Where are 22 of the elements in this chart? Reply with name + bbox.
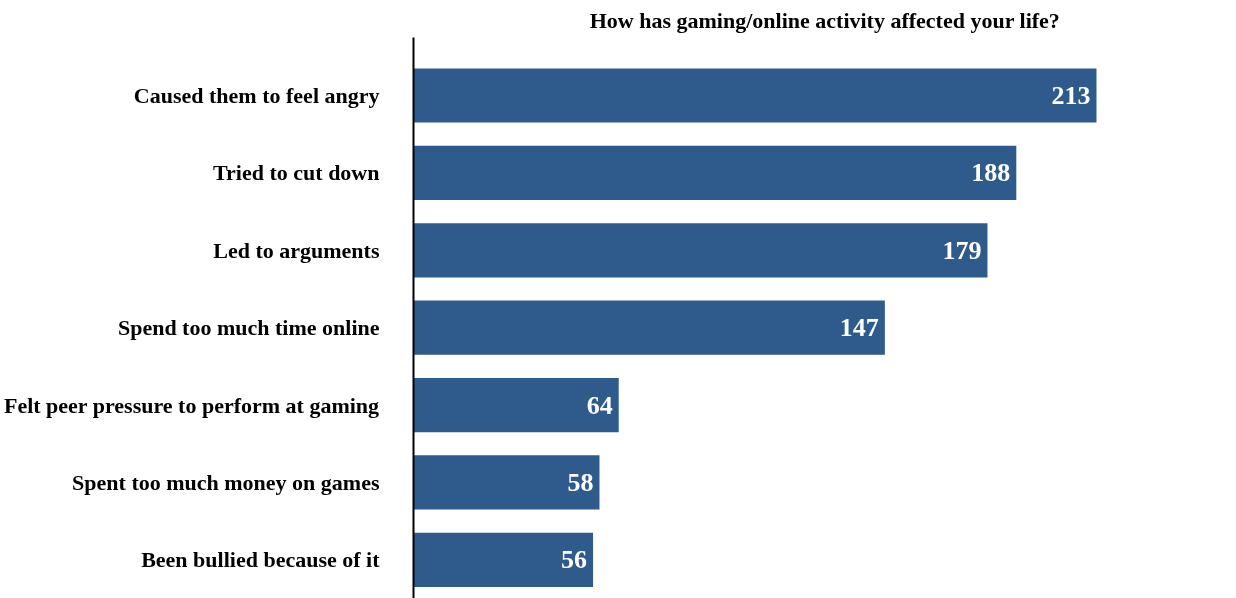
data-label: 147 [839, 313, 879, 343]
bar [413, 223, 988, 278]
data-label: 56 [561, 545, 588, 575]
y-tick-label: Spent too much money on games [72, 469, 380, 495]
y-tick-label: Felt peer pressure to perform at gaming [3, 392, 380, 418]
bar [413, 145, 1017, 200]
y-tick-label: Caused them to feel angry [133, 83, 380, 109]
y-tick-label: Tried to cut down [213, 160, 380, 186]
bar [413, 68, 1097, 123]
y-tick-label: Led to arguments [213, 237, 380, 263]
bar [413, 377, 619, 433]
data-label: 188 [971, 158, 1011, 188]
data-label: 179 [942, 235, 982, 265]
bar [413, 300, 885, 355]
chart-title: How has gaming/online activity affected your life? [589, 7, 1060, 33]
bar [413, 532, 594, 587]
y-tick-label: Spend too much time online [117, 315, 380, 341]
y-tick-label: Been bullied because of it [141, 547, 381, 573]
data-label: 64 [586, 390, 613, 420]
bar [413, 455, 600, 510]
data-label: 213 [1051, 81, 1091, 111]
data-label: 58 [567, 467, 594, 497]
